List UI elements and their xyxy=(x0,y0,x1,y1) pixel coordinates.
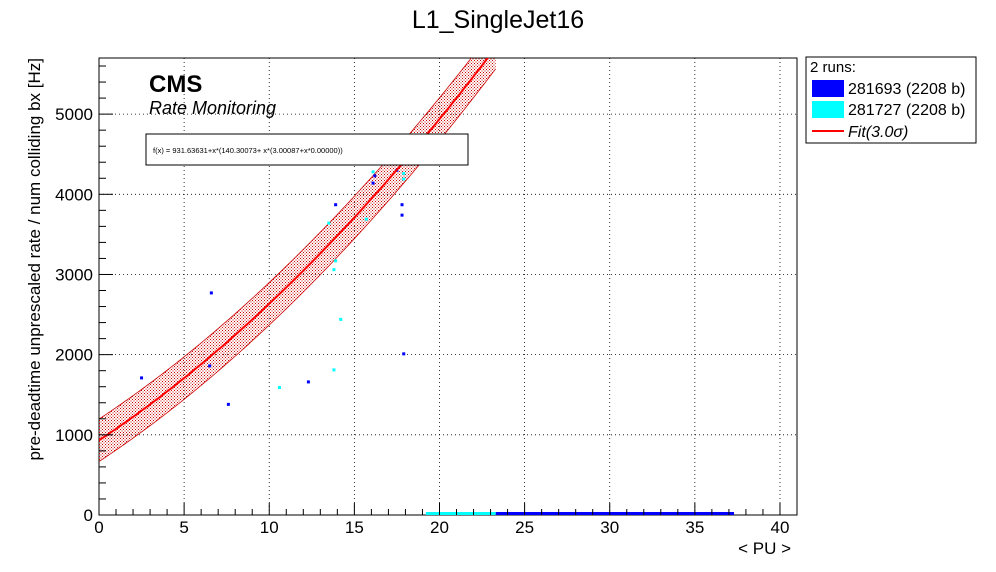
data-point-series-0 xyxy=(209,291,213,295)
x-tick-label: 35 xyxy=(685,518,704,537)
x-axis-label: < PU > xyxy=(738,539,791,558)
chart-title: L1_SingleJet16 xyxy=(412,6,584,34)
x-tick-label: 25 xyxy=(515,518,534,537)
x-tick-label: 15 xyxy=(345,518,364,537)
data-point-series-1 xyxy=(402,171,406,175)
data-point-series-0 xyxy=(208,364,212,368)
legend: 2 runs: 281693 (2208 b) 281727 (2208 b) … xyxy=(805,56,977,144)
data-point-series-0 xyxy=(400,203,404,207)
data-point-series-0 xyxy=(402,352,406,356)
data-point-series-0 xyxy=(400,213,404,217)
data-point-series-1 xyxy=(339,317,343,321)
data-point-series-1 xyxy=(332,368,336,372)
legend-label-series-1: 281727 (2208 b) xyxy=(848,102,965,119)
cms-label: CMS xyxy=(149,71,202,98)
data-point-series-1 xyxy=(277,386,281,390)
data-point-series-0 xyxy=(226,402,230,406)
y-tick-label: 4000 xyxy=(55,185,93,204)
legend-label-series-0: 281693 (2208 b) xyxy=(848,81,965,98)
x-tick-label: 0 xyxy=(94,518,103,537)
y-tick-label: 5000 xyxy=(55,105,93,124)
x-tick-label: 20 xyxy=(430,518,449,537)
fit-band-upper xyxy=(99,58,472,420)
x-tick-label: 5 xyxy=(179,518,188,537)
y-tick-label: 2000 xyxy=(55,346,93,365)
data-point-series-1 xyxy=(371,170,375,174)
y-tick-label: 3000 xyxy=(55,265,93,284)
legend-swatch-series-0 xyxy=(812,80,844,97)
fit-formula-box: f(x) = 931.63631+x*(140.30073+ x*(3.0008… xyxy=(145,133,469,166)
y-tick-label: 1000 xyxy=(55,426,93,445)
cms-sublabel: Rate Monitoring xyxy=(149,98,276,118)
data-point-series-0 xyxy=(140,376,144,380)
data-point-series-1 xyxy=(364,217,368,221)
data-point-series-1 xyxy=(327,221,331,225)
x-tick-label: 10 xyxy=(260,518,279,537)
fit-line xyxy=(99,58,489,442)
data-point-series-1 xyxy=(332,268,336,272)
y-tick-label: 0 xyxy=(84,506,93,525)
legend-label-fit: Fit(3.0σ) xyxy=(848,124,908,141)
data-point-series-1 xyxy=(402,177,406,181)
data-point-series-0 xyxy=(373,174,377,178)
data-point-series-0 xyxy=(371,181,375,185)
x-tick-label: 40 xyxy=(771,518,790,537)
data-point-series-1 xyxy=(334,259,338,263)
x-tick-label: 30 xyxy=(600,518,619,537)
fit-formula: f(x) = 931.63631+x*(140.30073+ x*(3.0008… xyxy=(153,146,343,155)
data-point-series-0 xyxy=(334,203,338,207)
legend-header: 2 runs: xyxy=(810,59,856,76)
data-point-series-0 xyxy=(306,380,310,384)
legend-swatch-series-1 xyxy=(812,101,844,118)
y-axis-label: pre-deadtime unprescaled rate / num coll… xyxy=(25,58,44,461)
